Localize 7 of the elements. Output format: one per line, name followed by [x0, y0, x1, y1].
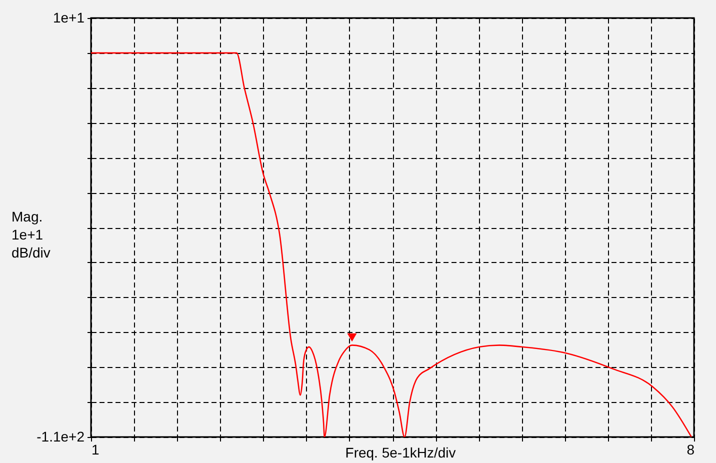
x-tick-label: 8 [686, 442, 695, 458]
x-axis-title: Freq. 5e-1kHz/div [345, 444, 456, 460]
y-tick-label: -1.1e+2 [36, 428, 85, 444]
line-series [91, 52, 692, 437]
x-tick-label: 1 [92, 442, 100, 458]
y-axis-title: Mag. 1e+1 dB/div [12, 208, 50, 260]
y-tick-label: 1e+1 [52, 10, 85, 26]
